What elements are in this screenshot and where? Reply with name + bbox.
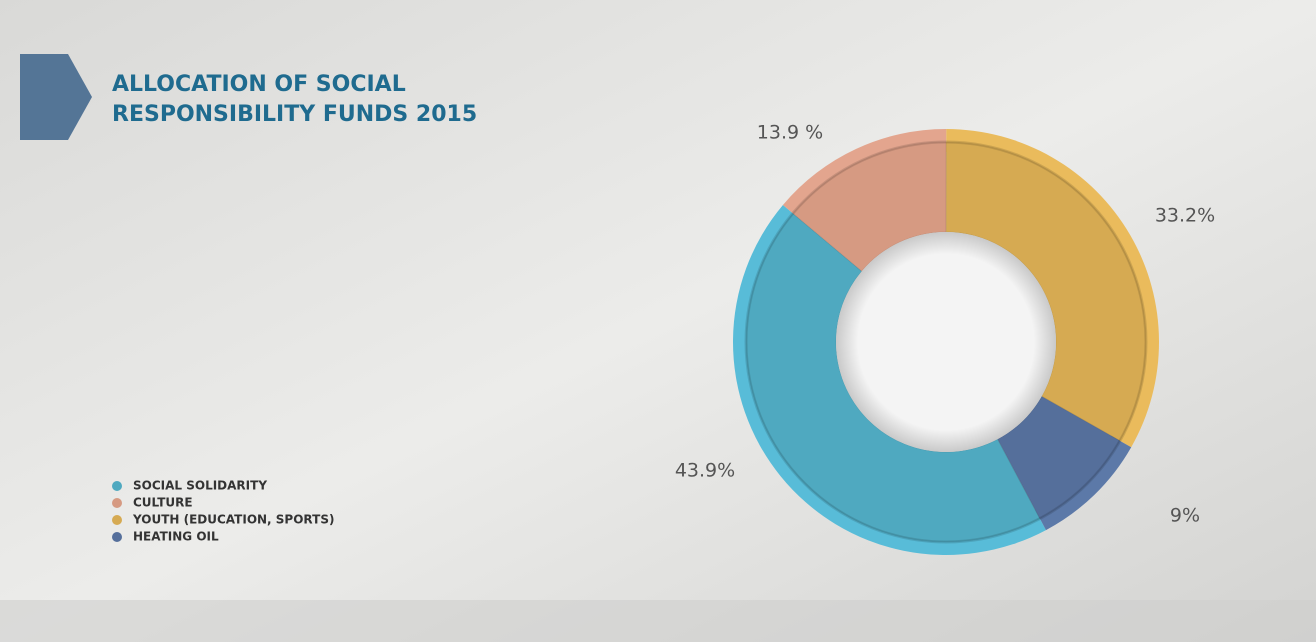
data-label: 13.9 %: [757, 122, 823, 144]
data-label: 43.9%: [675, 460, 735, 482]
title-tab: [20, 54, 92, 140]
footer-band: [0, 600, 1316, 642]
chart-title: RESPONSIBILITY FUNDS 2015: [112, 102, 477, 127]
donut-hole: [836, 232, 1056, 452]
legend-label: CULTURE: [133, 496, 193, 510]
legend-swatch: [112, 532, 122, 542]
data-label: 33.2%: [1155, 205, 1215, 227]
legend-label: SOCIAL SOLIDARITY: [133, 479, 267, 493]
donut-rim: [946, 129, 1159, 448]
chart-title: ALLOCATION OF SOCIAL: [112, 72, 406, 97]
legend-swatch: [112, 515, 122, 525]
legend-swatch: [112, 498, 122, 508]
legend-label: YOUTH (EDUCATION, SPORTS): [132, 513, 334, 527]
data-label: 9%: [1170, 505, 1200, 527]
legend-swatch: [112, 481, 122, 491]
legend-label: HEATING OIL: [133, 530, 219, 544]
donut-inner-shadow: [744, 140, 1148, 544]
